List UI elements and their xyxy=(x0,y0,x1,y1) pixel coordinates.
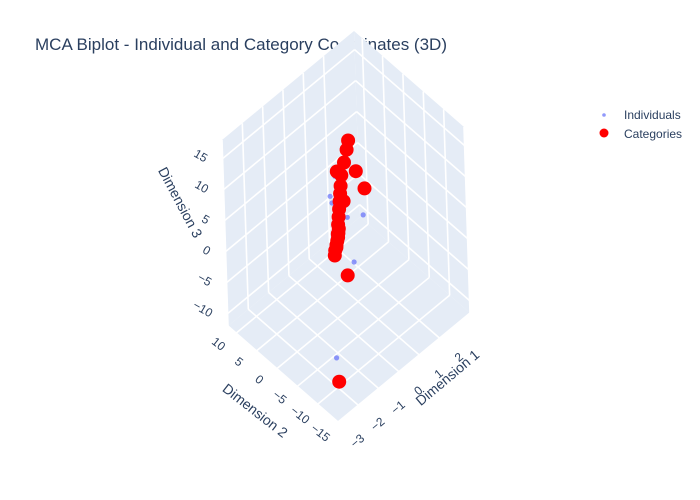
y-grid-wall-1 xyxy=(442,109,451,296)
x-grid-wall-1 xyxy=(241,123,250,310)
y-grid-wall-4 xyxy=(381,55,390,242)
legend-item-categories[interactable]: Categories xyxy=(599,127,683,141)
y-grid-wall-0 xyxy=(463,126,471,314)
legend-item-individuals[interactable]: Individuals xyxy=(602,108,681,122)
category-point xyxy=(341,133,356,148)
y-grid-floor-4 xyxy=(256,241,390,352)
x-grid-wall-0 xyxy=(221,139,229,327)
x-grid-floor-2 xyxy=(268,291,380,390)
x-grid-floor-3 xyxy=(288,275,400,373)
category-point xyxy=(333,178,348,193)
z-grid-wall-x-4 xyxy=(223,79,357,191)
legend-label-individuals: Individuals xyxy=(624,108,681,122)
floor-pane xyxy=(228,217,470,422)
x-grid-floor-0 xyxy=(227,325,339,423)
x-grid-wall-4 xyxy=(302,72,311,259)
y-grid-floor-2 xyxy=(296,276,430,388)
legend-marker-individuals xyxy=(602,113,606,117)
x-grid-wall-3 xyxy=(282,89,290,276)
y-grid-wall-3 xyxy=(402,73,410,260)
category-point xyxy=(337,155,351,170)
z-grid-wall-y-3 xyxy=(356,110,468,209)
category-point xyxy=(331,221,346,236)
back-pane-y xyxy=(354,31,470,313)
z-tick-label: 10 xyxy=(193,177,212,196)
x-grid-floor-1 xyxy=(247,308,359,406)
z-grid-wall-x-3 xyxy=(224,110,358,222)
individual-point xyxy=(327,193,333,199)
z-grid-wall-y-0 xyxy=(359,203,471,302)
x-grid-wall-2 xyxy=(261,106,270,293)
y-grid-floor-5 xyxy=(235,223,369,334)
category-point xyxy=(357,181,372,196)
legend-marker-categories xyxy=(599,128,609,138)
z-tick-label: 15 xyxy=(192,146,211,165)
z-grid-wall-x-2 xyxy=(225,141,359,253)
x-grid-floor-5 xyxy=(329,241,441,339)
individual-point xyxy=(351,259,357,265)
y-grid-wall-2 xyxy=(422,91,431,278)
z-grid-wall-y-1 xyxy=(358,172,470,271)
z-grid-wall-y-2 xyxy=(357,141,469,240)
z-grid-wall-x-5 xyxy=(222,48,356,160)
grid-lines xyxy=(221,38,471,423)
individual-point xyxy=(334,355,340,361)
z-grid-wall-y-5 xyxy=(354,48,466,147)
individual-point xyxy=(344,214,350,220)
legend: Individuals Categories xyxy=(599,108,683,141)
category-point xyxy=(334,168,349,183)
individual-point xyxy=(360,212,366,218)
x-grid-wall-5 xyxy=(322,56,331,243)
chart-title: MCA Biplot - Individual and Category Coo… xyxy=(35,35,447,54)
x-grid-floor-4 xyxy=(308,258,420,356)
z-tick-label: −5 xyxy=(195,270,214,289)
legend-label-categories: Categories xyxy=(624,127,682,141)
series-categories xyxy=(327,133,372,389)
z-grid-wall-y-4 xyxy=(355,79,467,178)
category-point xyxy=(340,268,355,283)
category-point xyxy=(332,374,347,389)
y-grid-floor-0 xyxy=(337,312,471,423)
y-grid-floor-3 xyxy=(276,259,410,370)
category-point xyxy=(348,164,363,179)
